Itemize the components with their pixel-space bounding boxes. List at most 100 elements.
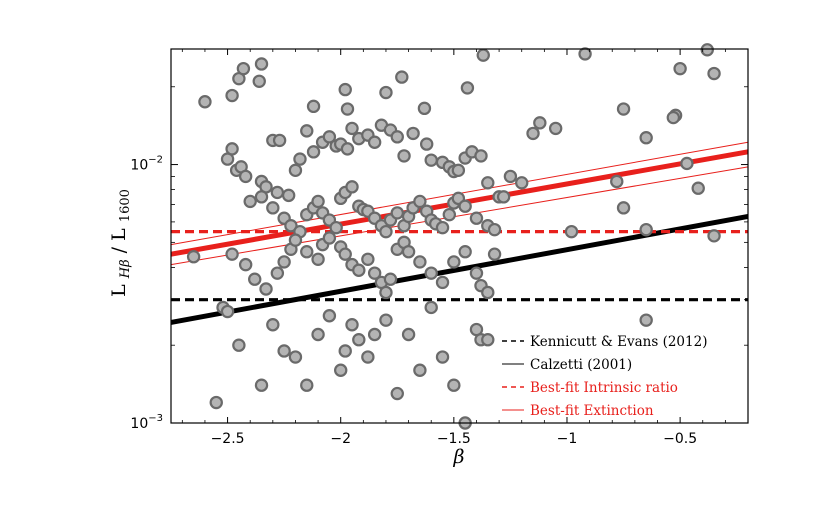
data-point	[311, 327, 325, 342]
data-point	[284, 219, 298, 233]
data-point	[270, 266, 285, 280]
data-point	[345, 318, 359, 332]
data-point	[390, 386, 404, 401]
data-point	[487, 247, 502, 261]
data-point	[474, 149, 488, 163]
x-axis-title: β	[453, 446, 465, 468]
data-point	[458, 199, 472, 213]
data-point	[424, 300, 438, 315]
data-point	[367, 327, 382, 342]
data-point	[564, 224, 579, 239]
data-point	[225, 88, 239, 103]
data-point	[243, 194, 257, 209]
data-point	[254, 190, 269, 204]
y-axis-title-main: L	[108, 284, 130, 297]
data-point	[481, 333, 495, 347]
data-point	[186, 250, 201, 264]
scatter-points	[186, 43, 721, 430]
x-tick-label: −0.5	[663, 431, 697, 447]
data-point	[397, 149, 411, 163]
data-point	[266, 318, 280, 332]
data-point	[367, 266, 382, 280]
data-point	[383, 272, 398, 286]
plot-frame	[170, 48, 749, 424]
data-point	[700, 43, 714, 57]
data-point	[435, 220, 450, 235]
data-point	[610, 174, 624, 189]
x-tick-label: −1.5	[437, 431, 471, 447]
data-point	[277, 344, 291, 358]
data-point	[311, 194, 325, 209]
data-point	[209, 395, 223, 410]
data-point	[666, 110, 681, 125]
data-point	[345, 121, 359, 136]
data-point	[379, 224, 393, 239]
data-point	[639, 313, 653, 327]
data-point	[340, 102, 355, 116]
data-point	[238, 169, 253, 184]
data-point	[338, 344, 352, 358]
data-point	[300, 124, 314, 138]
data-point	[487, 222, 502, 237]
data-point	[322, 231, 337, 245]
data-point	[361, 252, 375, 266]
data-point	[288, 163, 303, 178]
data-point	[306, 145, 321, 159]
data-point	[379, 285, 393, 300]
data-point	[526, 126, 540, 141]
data-point	[417, 101, 432, 116]
data-point	[503, 169, 518, 184]
data-point	[515, 176, 529, 190]
data-point	[673, 61, 687, 76]
data-point	[401, 327, 416, 342]
data-point	[469, 211, 484, 225]
data-point	[270, 185, 285, 200]
data-point	[451, 163, 466, 178]
legend: Kennicutt & Evans (2012) Calzetti (2001) B…	[502, 334, 707, 419]
data-point	[390, 130, 404, 144]
data-point	[338, 247, 352, 261]
data-point	[254, 378, 269, 392]
data-point	[277, 255, 291, 269]
data-point	[442, 207, 457, 222]
data-point	[329, 220, 343, 235]
data-point	[338, 82, 352, 97]
data-point	[340, 142, 355, 156]
data-point	[419, 137, 434, 151]
data-point	[322, 130, 337, 144]
data-point	[413, 255, 427, 269]
data-point	[198, 95, 212, 109]
data-point	[691, 181, 705, 195]
data-point	[616, 201, 631, 215]
data-point	[548, 121, 563, 136]
data-point	[458, 245, 472, 259]
data-point	[435, 350, 450, 364]
data-point	[322, 309, 337, 323]
data-point	[379, 313, 393, 327]
legend-label: Kennicutt & Evans (2012)	[530, 334, 707, 350]
data-point	[225, 247, 239, 261]
data-point	[390, 206, 404, 220]
data-point	[367, 135, 382, 149]
fit-line-1	[170, 213, 749, 325]
data-point	[266, 201, 280, 215]
data-point	[578, 47, 592, 61]
data-point	[707, 229, 721, 243]
data-point	[481, 285, 495, 300]
y-axis-title: L Hβ / L 1600	[108, 189, 134, 297]
data-point	[424, 266, 438, 280]
data-point	[680, 156, 694, 171]
data-point	[447, 255, 461, 269]
data-point	[288, 350, 303, 364]
y-axis-title-sub2: 1600	[118, 189, 133, 222]
data-point	[334, 363, 348, 377]
data-point	[281, 188, 296, 203]
data-point	[639, 131, 653, 145]
data-point	[352, 333, 366, 347]
data-point	[395, 70, 409, 84]
data-point	[236, 61, 251, 76]
y-tick-label: 10−2	[130, 155, 163, 174]
data-point	[352, 263, 366, 277]
data-point	[248, 272, 262, 286]
